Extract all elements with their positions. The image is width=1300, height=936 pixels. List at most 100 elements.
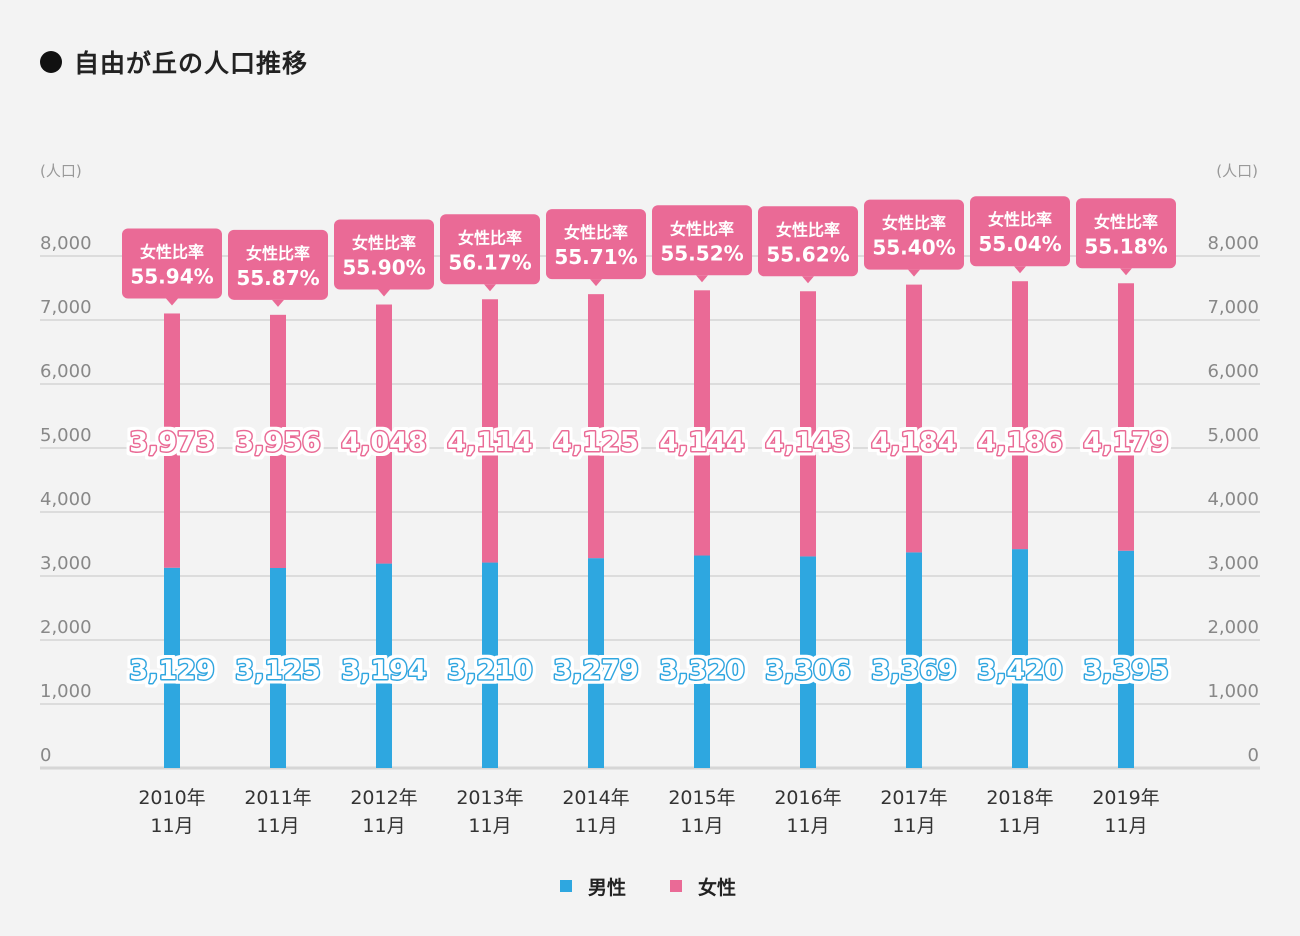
- y-tick-left: 0: [40, 745, 51, 766]
- ratio-title: 女性比率: [246, 244, 310, 263]
- bar-female: [1012, 281, 1028, 550]
- ratio-bubble-pointer: [696, 275, 708, 283]
- data-label: 3,973: [129, 427, 214, 458]
- x-tick-label: 2013年: [456, 787, 523, 809]
- data-label: 4,143: [765, 427, 850, 458]
- ratio-value: 55.62%: [766, 242, 849, 266]
- legend-swatch-female: [670, 880, 682, 892]
- ratio-bubble-pointer: [166, 298, 178, 306]
- y-tick-right: 7,000: [1207, 297, 1259, 318]
- bar-male: [270, 568, 286, 768]
- bar-female: [1118, 283, 1134, 551]
- ratio-bubble: [334, 219, 434, 290]
- bar-female: [164, 313, 180, 568]
- bar-female: [270, 314, 286, 568]
- ratio-bubble-pointer: [1014, 266, 1026, 274]
- y-axis-label-left: (人口): [40, 162, 82, 180]
- bar-male: [906, 552, 922, 768]
- ratio-bubble: [546, 209, 646, 280]
- ratio-bubble-pointer: [802, 276, 814, 284]
- ratio-bubble: [122, 228, 222, 299]
- x-tick-label: 2017年: [880, 787, 947, 809]
- x-tick-label: 2012年: [350, 787, 417, 809]
- y-tick-right: 1,000: [1207, 681, 1259, 702]
- x-tick-label: 11月: [1104, 815, 1147, 837]
- y-tick-right: 8,000: [1207, 233, 1259, 254]
- ratio-bubble: [1076, 198, 1176, 269]
- x-tick-label: 11月: [256, 815, 299, 837]
- bar-male: [694, 555, 710, 768]
- data-label: 3,420: [977, 655, 1062, 686]
- data-label: 4,114: [447, 427, 532, 458]
- ratio-value: 55.18%: [1084, 234, 1167, 258]
- ratio-bubble: [758, 206, 858, 277]
- y-tick-left: 5,000: [40, 425, 92, 446]
- ratio-bubble: [440, 214, 540, 285]
- ratio-bubble: [864, 199, 964, 270]
- data-label: 3,279: [553, 655, 638, 686]
- data-label: 4,184: [871, 427, 956, 458]
- y-tick-left: 3,000: [40, 553, 92, 574]
- ratio-bubble-pointer: [1120, 268, 1132, 276]
- data-label: 3,210: [447, 655, 532, 686]
- ratio-value: 55.94%: [130, 264, 213, 288]
- ratio-title: 女性比率: [776, 220, 840, 239]
- bar-female: [376, 304, 392, 564]
- bullet-icon: [40, 51, 62, 73]
- x-tick-label: 2011年: [244, 787, 311, 809]
- ratio-bubble-pointer: [908, 269, 920, 277]
- y-tick-left: 6,000: [40, 361, 92, 382]
- ratio-title: 女性比率: [564, 223, 628, 242]
- x-tick-label: 11月: [998, 815, 1041, 837]
- bar-female: [482, 299, 498, 563]
- data-label: 3,395: [1083, 655, 1168, 686]
- ratio-title: 女性比率: [988, 210, 1052, 229]
- bar-female: [906, 284, 922, 553]
- y-tick-left: 4,000: [40, 489, 92, 510]
- bar-female: [800, 291, 816, 557]
- y-tick-right: 2,000: [1207, 617, 1259, 638]
- x-tick-label: 11月: [362, 815, 405, 837]
- y-tick-left: 7,000: [40, 297, 92, 318]
- chart-title-text: 自由が丘の人口推移: [74, 49, 309, 78]
- x-tick-label: 2015年: [668, 787, 735, 809]
- bar-male: [800, 556, 816, 768]
- legend-swatch-male: [560, 880, 572, 892]
- ratio-value: 55.04%: [978, 232, 1061, 256]
- bar-male: [588, 558, 604, 768]
- ratio-title: 女性比率: [670, 219, 734, 238]
- x-tick-label: 2010年: [138, 787, 205, 809]
- y-tick-right: 0: [1248, 745, 1259, 766]
- ratio-bubble-pointer: [484, 284, 496, 292]
- data-label: 3,306: [765, 655, 850, 686]
- data-label: 3,369: [871, 655, 956, 686]
- ratio-value: 55.40%: [872, 236, 955, 260]
- ratio-value: 55.90%: [342, 256, 425, 280]
- data-label: 3,125: [235, 655, 320, 686]
- ratio-value: 55.87%: [236, 266, 319, 290]
- ratio-bubble-pointer: [378, 289, 390, 297]
- data-label: 4,125: [553, 427, 638, 458]
- bar-male: [482, 562, 498, 768]
- ratio-title: 女性比率: [458, 228, 522, 247]
- data-label: 3,194: [341, 655, 426, 686]
- x-tick-label: 2014年: [562, 787, 629, 809]
- ratio-value: 55.52%: [660, 241, 743, 265]
- bar-male: [376, 563, 392, 768]
- data-label: 3,129: [129, 655, 214, 686]
- x-tick-label: 11月: [574, 815, 617, 837]
- bar-male: [1118, 550, 1134, 768]
- data-label: 4,144: [659, 427, 744, 458]
- x-tick-label: 2018年: [986, 787, 1053, 809]
- data-label: 4,048: [341, 427, 426, 458]
- ratio-title: 女性比率: [140, 242, 204, 261]
- y-tick-right: 5,000: [1207, 425, 1259, 446]
- y-axis-label-right: (人口): [1216, 162, 1258, 180]
- bar-male: [1012, 549, 1028, 768]
- ratio-bubble-pointer: [272, 299, 284, 307]
- data-label: 4,179: [1083, 427, 1168, 458]
- ratio-bubble: [228, 229, 328, 300]
- ratio-value: 55.71%: [554, 245, 637, 269]
- x-tick-label: 2019年: [1092, 787, 1159, 809]
- y-tick-right: 6,000: [1207, 361, 1259, 382]
